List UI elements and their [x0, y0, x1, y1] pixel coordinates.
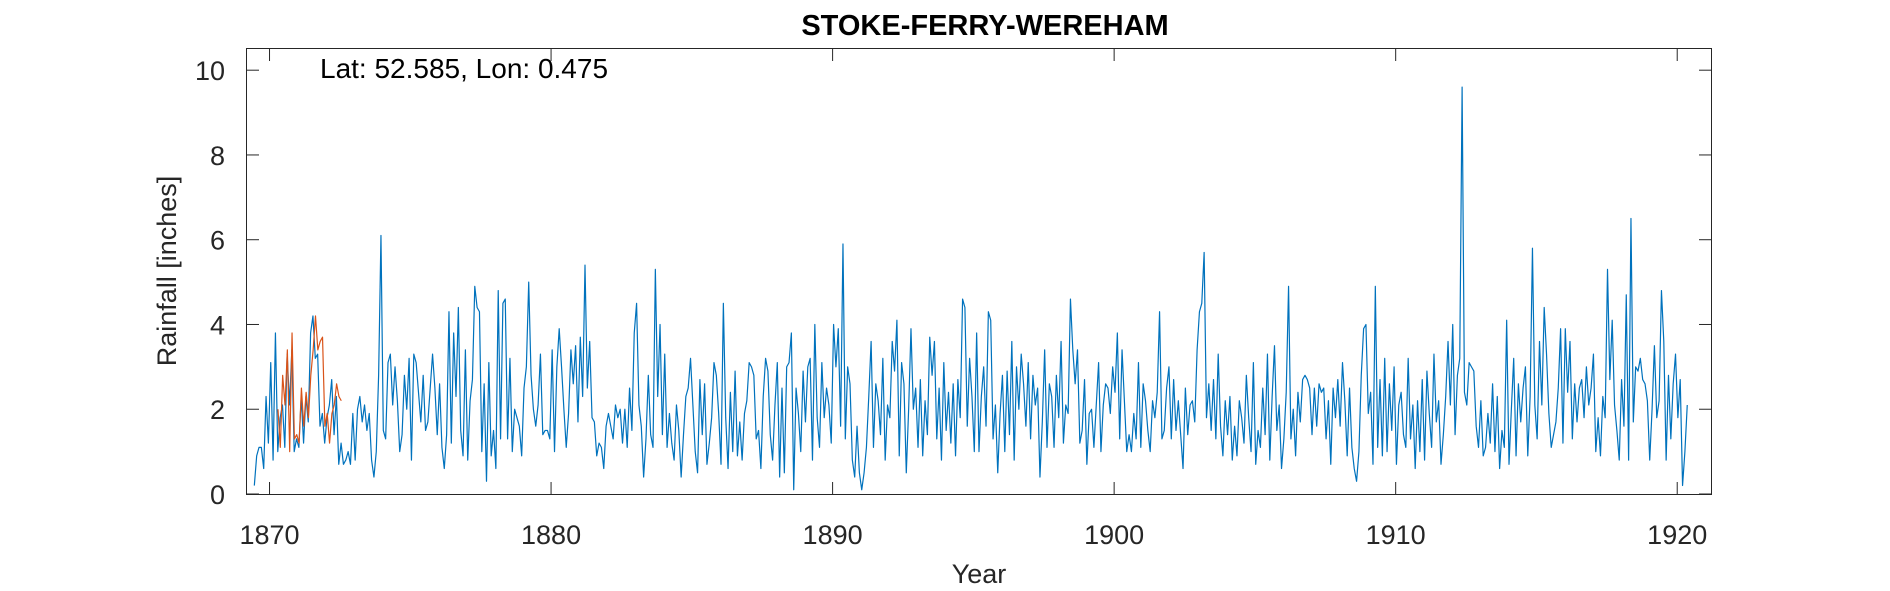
x-tick-label: 1870: [239, 520, 299, 550]
series-line-1: [253, 86, 1688, 491]
x-tick-label: 1900: [1084, 520, 1144, 550]
x-tick-label: 1890: [803, 520, 863, 550]
x-tick-label: 1880: [521, 520, 581, 550]
y-tick-label: 8: [210, 141, 225, 171]
y-tick-label: 4: [210, 310, 225, 340]
plot-lines: [253, 86, 1688, 491]
y-tick-label: 6: [210, 226, 225, 256]
y-tick-label: 0: [210, 480, 225, 510]
x-tick-label: 1920: [1647, 520, 1707, 550]
y-tick-label: 2: [210, 395, 225, 425]
plot-frame: [246, 48, 1712, 495]
y-axis: 0 2 4 6 8 10: [195, 56, 1711, 510]
y-tick-label: 10: [195, 56, 225, 86]
x-axis: 1870 1880 1890 1900 1910 1920: [239, 49, 1707, 550]
location-annotation: Lat: 52.585, Lon: 0.475: [320, 53, 608, 84]
x-axis-label: Year: [952, 559, 1007, 589]
x-tick-label: 1910: [1366, 520, 1426, 550]
chart-title: STOKE-FERRY-WEREHAM: [801, 10, 1168, 42]
series-line-2: [277, 315, 342, 453]
y-axis-label: Rainfall [inches]: [152, 176, 182, 367]
